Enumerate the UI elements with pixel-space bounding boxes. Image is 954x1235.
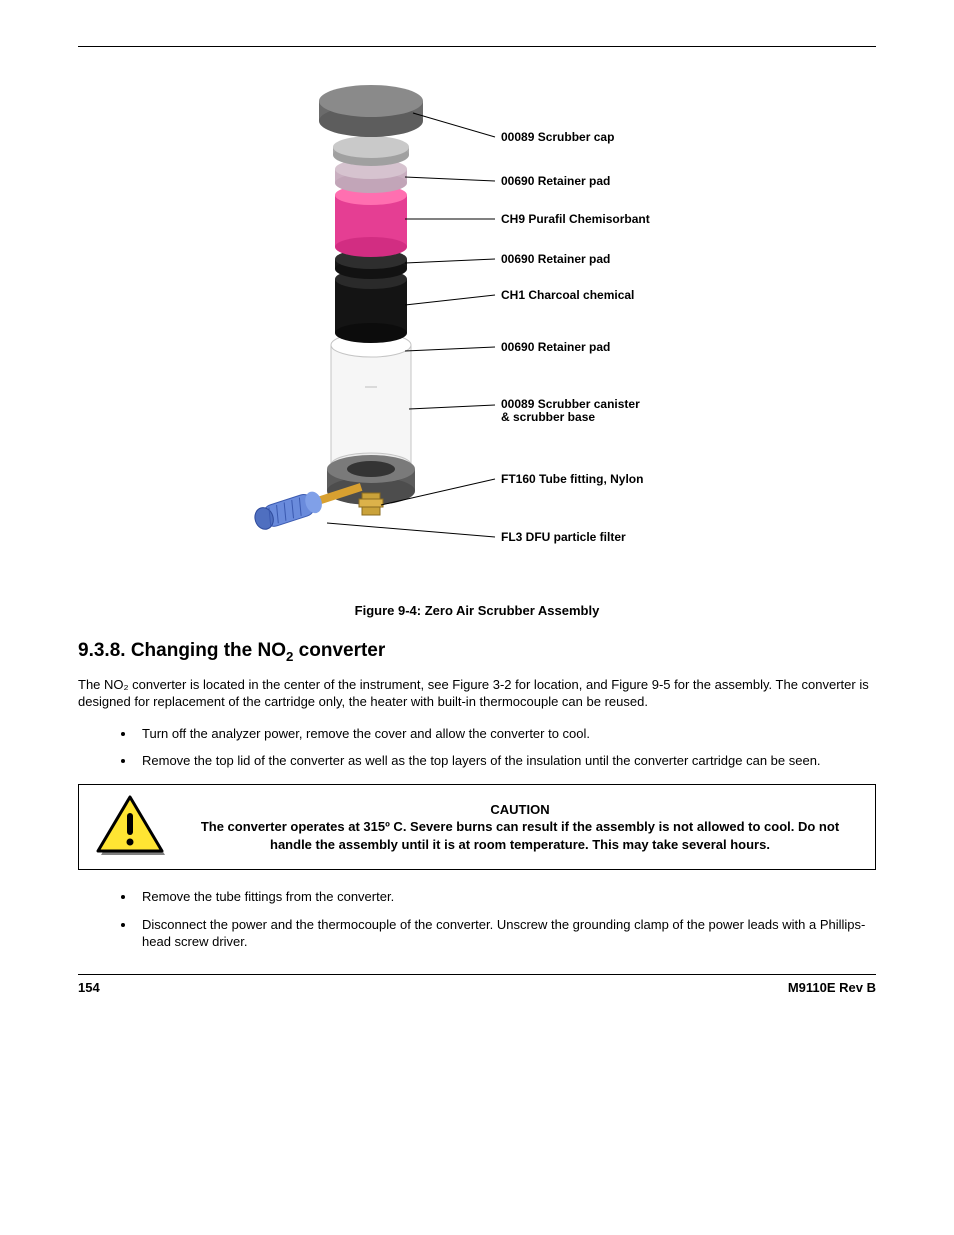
- caution-body: The converter operates at 315º C. Severe…: [179, 818, 861, 853]
- intro-paragraph: The NO₂ converter is located in the cent…: [78, 676, 876, 711]
- part-fitting: [359, 493, 383, 515]
- part-disc: [333, 136, 409, 166]
- section-number: 9.3.8.: [78, 640, 126, 661]
- section-title-1: Changing the NO: [126, 640, 286, 661]
- diagram-svg: [237, 69, 717, 589]
- scrubber-diagram: 00089 Scrubber cap 00690 Retainer pad CH9 …: [237, 69, 717, 589]
- page-footer: 154 M9110E Rev B: [78, 980, 876, 995]
- procedure-list-2-item: Disconnect the power and the thermocoupl…: [136, 916, 876, 951]
- footer-page-number: 154: [78, 980, 100, 995]
- figure-caption: Figure 9-4: Zero Air Scrubber Assembly: [78, 603, 876, 618]
- diagram-wrap: 00089 Scrubber cap 00690 Retainer pad CH9 …: [78, 69, 876, 589]
- top-rule: [78, 46, 876, 47]
- diagram-label-charcoal: CH1 Charcoal chemical: [501, 288, 634, 302]
- procedure-list-1-item: Turn off the analyzer power, remove the …: [136, 725, 876, 743]
- procedure-list-1-item: Remove the top lid of the converter as w…: [136, 752, 876, 770]
- diagram-label-purafil: CH9 Purafil Chemisorbant: [501, 212, 650, 226]
- diagram-label-pad1: 00690 Retainer pad: [501, 174, 610, 188]
- footer-doc-id: M9110E Rev B: [788, 980, 876, 995]
- diagram-label-fitting: FT160 Tube fitting, Nylon: [501, 472, 643, 486]
- procedure-list-1: Turn off the analyzer power, remove the …: [78, 725, 876, 770]
- caution-heading: CAUTION: [179, 801, 861, 819]
- diagram-label-cap: 00089 Scrubber cap: [501, 130, 614, 144]
- part-cap: [319, 85, 423, 137]
- caution-box: CAUTION The converter operates at 315º C…: [78, 784, 876, 870]
- caution-icon: [93, 795, 167, 859]
- diagram-label-filter: FL3 DFU particle filter: [501, 530, 626, 544]
- section-heading: 9.3.8. Changing the NO2 converter: [78, 640, 876, 664]
- section-title-2: converter: [293, 640, 385, 661]
- part-charcoal: [335, 269, 407, 343]
- caution-text: CAUTION The converter operates at 315º C…: [179, 801, 861, 854]
- diagram-label-pad2: 00690 Retainer pad: [501, 252, 610, 266]
- page: 00089 Scrubber cap 00690 Retainer pad CH9 …: [0, 0, 954, 1235]
- procedure-list-2-item: Remove the tube fittings from the conver…: [136, 888, 876, 906]
- diagram-label-canister: 00089 Scrubber canister& scrubber base: [501, 398, 671, 424]
- procedure-list-2: Remove the tube fittings from the conver…: [78, 888, 876, 951]
- diagram-label-pad3: 00690 Retainer pad: [501, 340, 610, 354]
- part-purafil: [335, 185, 407, 257]
- footer-rule: [78, 974, 876, 975]
